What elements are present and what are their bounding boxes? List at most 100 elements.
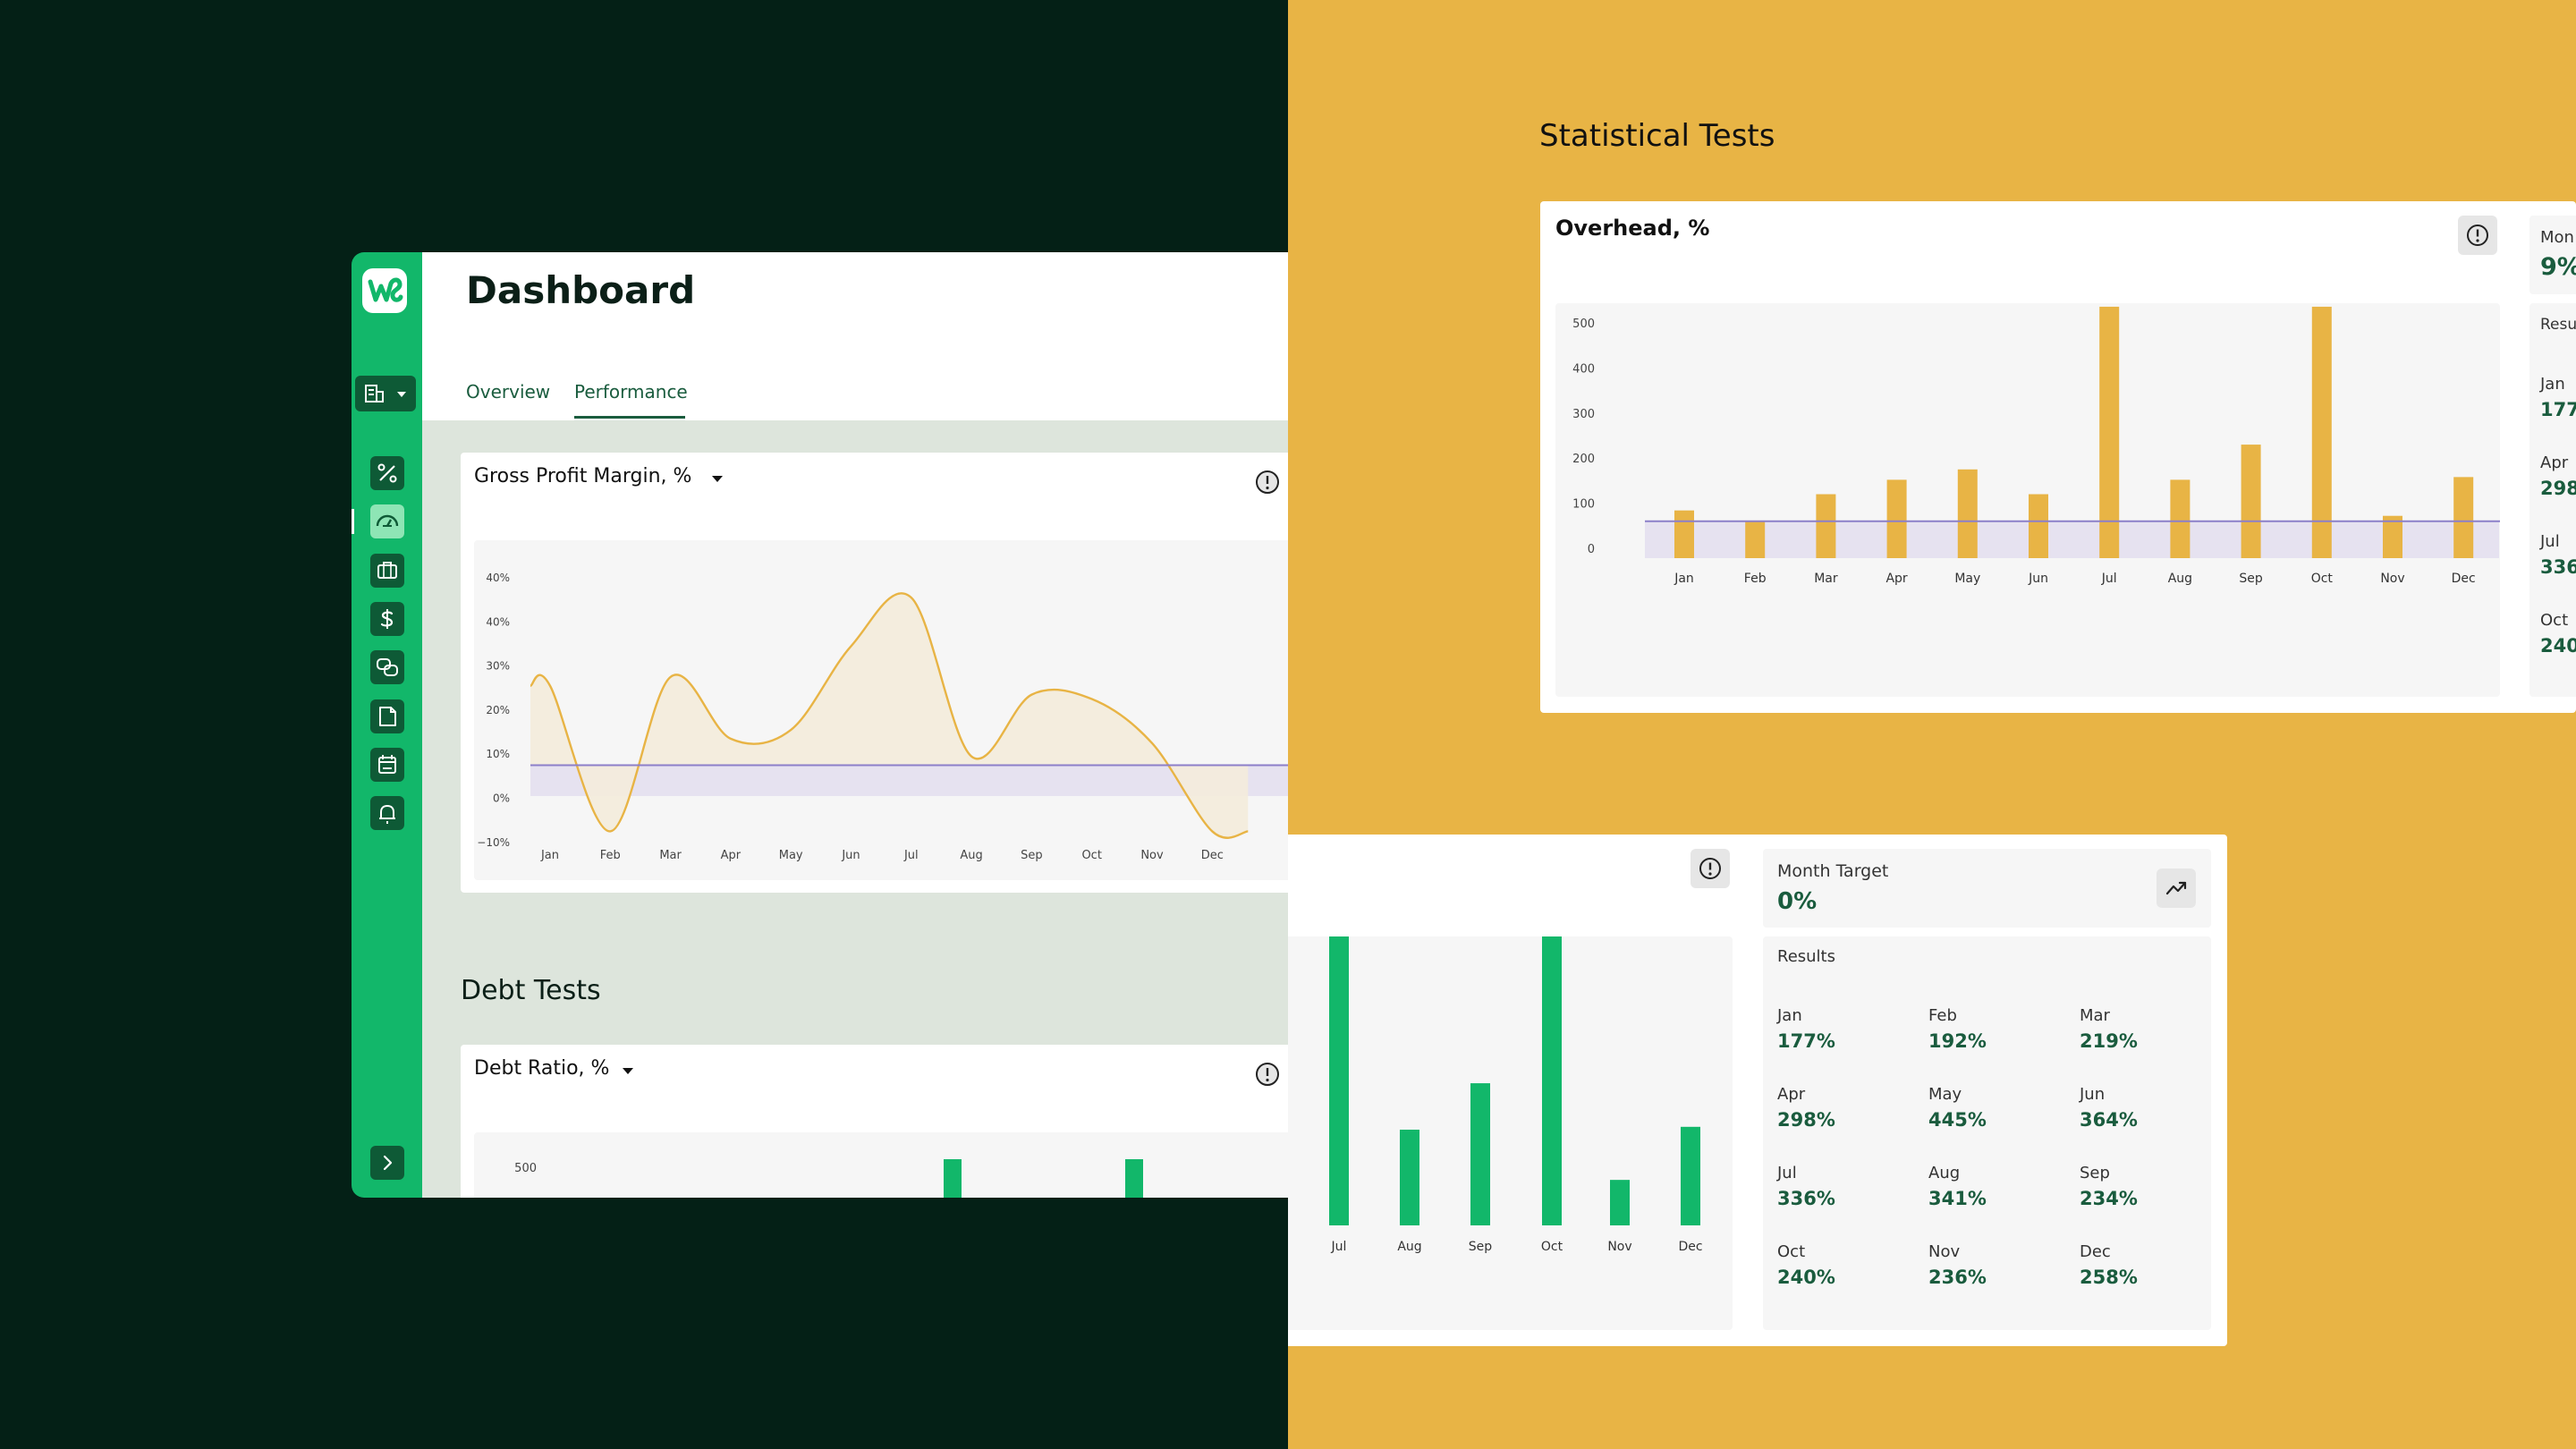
calendar-icon [378, 754, 396, 774]
sidebar-item-percent[interactable] [370, 456, 404, 490]
app-logo[interactable] [362, 268, 407, 313]
sidebar [352, 252, 422, 1198]
x-tick-label: Jul [2101, 572, 2117, 586]
result-month: Jan [1777, 1006, 1802, 1025]
bell-icon [379, 805, 395, 825]
chat-icon [377, 658, 398, 677]
x-tick-label: Sep [2239, 572, 2263, 586]
gross-profit-chart: 40% 40% 30% 20% 10% 0% −10% Jan Feb Mar Apr May Jun J… [477, 572, 1288, 862]
ws-logo-icon [368, 277, 403, 302]
result-month: Apr [2540, 453, 2569, 472]
results-label: Results [1777, 947, 1835, 966]
result-value: 298% [1777, 1109, 1835, 1131]
main-content: Gross Profit Margin, % 40% 40% 30% 20% 10% 0%… [422, 420, 1288, 1198]
caret-down-icon[interactable] [709, 472, 727, 487]
caret-down-icon[interactable] [620, 1064, 638, 1079]
x-tick-label: Nov [1140, 849, 1164, 862]
sidebar-item-gauge[interactable] [370, 504, 404, 539]
info-button[interactable] [1690, 849, 1730, 888]
y-tick-label: 500 [514, 1162, 537, 1175]
bar-jul [1329, 907, 1349, 1225]
chart-area: 500 [474, 1132, 1288, 1198]
x-tick-label: Mar [1814, 572, 1838, 586]
x-tick-label: Nov [1607, 1240, 1631, 1254]
area-fill [530, 593, 1249, 838]
y-tick-label: 200 [1572, 453, 1595, 466]
x-tick-label: Sep [1469, 1240, 1493, 1254]
x-tick-label: Dec [1201, 849, 1224, 862]
bar-may [1957, 469, 1978, 558]
bar-jul [944, 1159, 962, 1198]
y-tick-label: 300 [1572, 408, 1595, 421]
info-icon [2467, 225, 2488, 246]
y-tick-label: 10% [486, 748, 510, 760]
bar-nov [1610, 1180, 1630, 1225]
sidebar-item-briefcase[interactable] [370, 553, 404, 588]
bar-oct [1125, 1159, 1143, 1198]
sidebar-item-document[interactable] [370, 699, 404, 733]
info-icon [1699, 858, 1721, 879]
y-tick-label: 30% [486, 660, 510, 673]
result-month: Feb [1928, 1006, 1957, 1025]
info-icon[interactable] [1254, 1061, 1281, 1088]
result-month: Aug [1928, 1164, 1961, 1182]
month-target-label: Mon [2540, 228, 2574, 247]
results-panel: Results Jan 177% Feb 192% Mar 219% Apr 298% May 4… [1763, 936, 2211, 1330]
x-tick-label: Oct [2311, 572, 2334, 586]
bar-sep [1470, 1083, 1490, 1225]
chart-area: 0 100 200 300 400 500 Jan Feb Mar Apr May Jun Jul Aug… [1555, 303, 2500, 697]
active-item-indicator [352, 509, 354, 535]
result-value: 236% [1928, 1267, 1987, 1288]
info-icon[interactable] [1254, 469, 1281, 496]
bar-oct [1542, 907, 1562, 1225]
briefcase-icon [377, 561, 397, 579]
bar-dec [1681, 1126, 1700, 1225]
result-month: May [1928, 1085, 1962, 1104]
result-value: 445% [1928, 1109, 1987, 1131]
sidebar-item-chat[interactable] [370, 650, 404, 685]
y-tick-label: 0% [493, 792, 510, 805]
sidebar-item-calendar[interactable] [370, 747, 404, 782]
sidebar-item-bell[interactable] [370, 796, 404, 831]
sidebar-expand-button[interactable] [370, 1146, 404, 1180]
y-tick-label: 100 [1572, 498, 1595, 512]
x-tick-label: Jul [903, 849, 919, 862]
x-tick-label: Oct [1081, 849, 1101, 862]
result-value: 234% [2080, 1188, 2138, 1209]
result-month: Jul [1777, 1164, 1797, 1182]
result-month: Sep [2080, 1164, 2110, 1182]
tab-performance[interactable]: Performance [574, 381, 688, 402]
company-selector[interactable] [355, 376, 416, 411]
month-target-panel-partial: Mon 9% [2529, 216, 2576, 294]
result-value: 258% [2080, 1267, 2138, 1288]
month-target-panel: Month Target 0% [1763, 849, 2211, 928]
y-tick-label: −10% [477, 836, 510, 849]
bar-aug [1400, 1129, 1419, 1225]
result-month: Mar [2080, 1006, 2110, 1025]
result-value: 336 [2540, 556, 2576, 578]
bar-apr [1886, 479, 1907, 558]
x-tick-label: Oct [1541, 1240, 1563, 1254]
page-title: Dashboard [466, 268, 696, 312]
trend-button[interactable] [2157, 869, 2196, 908]
chart-area: Jul Aug Sep Oct Nov Dec [1288, 907, 1733, 1330]
sidebar-item-dollar[interactable] [370, 601, 404, 636]
result-month: Jul [2540, 532, 2560, 551]
main-header: Dashboard Overview Performance [422, 252, 1288, 420]
trending-up-icon [2165, 881, 2187, 895]
tab-overview[interactable]: Overview [466, 381, 551, 402]
x-tick-label: Aug [1397, 1240, 1421, 1254]
y-tick-label: 40% [486, 615, 510, 628]
result-value: 219% [2080, 1030, 2138, 1052]
y-tick-label: 400 [1572, 362, 1595, 376]
result-value: 177 [2540, 399, 2576, 420]
result-month: Oct [2540, 611, 2569, 630]
x-tick-label: Dec [1678, 1240, 1702, 1254]
x-tick-label: Dec [2452, 572, 2476, 586]
month-target-label: Month Target [1777, 861, 1889, 881]
results-label: Resu [2540, 316, 2576, 334]
info-button[interactable] [2458, 216, 2497, 255]
result-month: Apr [1777, 1085, 1806, 1104]
result-value: 192% [1928, 1030, 1987, 1052]
caret-down-icon [397, 392, 406, 397]
